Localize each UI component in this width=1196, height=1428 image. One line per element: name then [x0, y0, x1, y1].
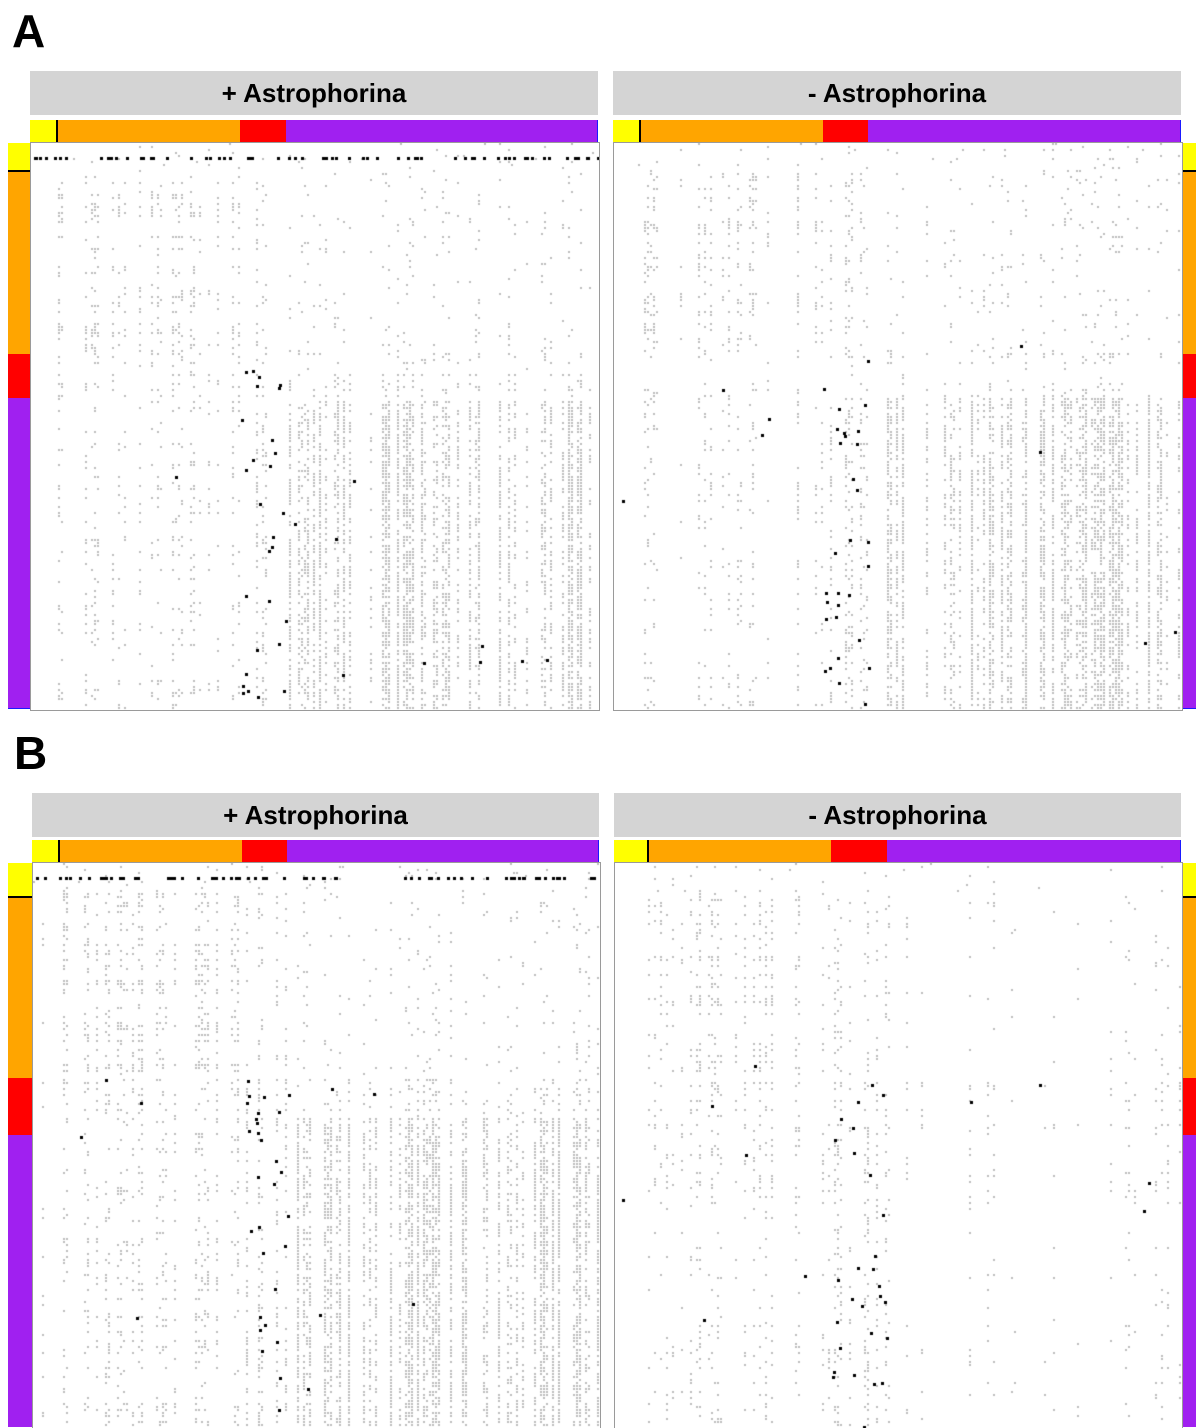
group-segment-purple	[8, 1135, 32, 1427]
group-segment-red	[823, 120, 868, 142]
group-segment-red	[1181, 354, 1196, 398]
group-segment-yellow	[613, 120, 639, 142]
group-segment-orange	[8, 898, 32, 1078]
group-segment-yellow	[32, 840, 58, 862]
group-segment-yellow	[614, 840, 647, 862]
group-strip-b-right	[1181, 863, 1196, 1427]
group-segment-red	[240, 120, 285, 142]
group-segment-blue	[597, 120, 598, 142]
group-segment-yellow	[1181, 143, 1196, 170]
group-strip-a-right	[1181, 143, 1196, 709]
group-strip-a-plus-top	[30, 120, 598, 142]
group-segment-orange	[641, 120, 823, 142]
group-segment-orange	[649, 840, 830, 862]
group-segment-orange	[1181, 898, 1196, 1078]
plot-title-a-plus: + Astrophorina	[30, 71, 598, 115]
group-segment-red	[8, 1078, 32, 1134]
plot-title-b-minus: - Astrophorina	[614, 793, 1181, 837]
group-segment-orange	[8, 172, 30, 353]
group-segment-purple	[286, 120, 597, 142]
group-segment-purple	[1181, 1135, 1196, 1427]
group-segment-purple	[8, 398, 30, 708]
group-strip-b-plus-top	[32, 840, 599, 862]
group-segment-purple	[868, 120, 1180, 142]
group-strip-b-left	[8, 863, 32, 1427]
panel-letter-a: A	[12, 8, 45, 54]
group-segment-blue	[8, 708, 30, 709]
plot-title-a-minus: - Astrophorina	[613, 71, 1181, 115]
panel-letter-b: B	[14, 730, 47, 776]
group-segment-blue	[1180, 840, 1181, 862]
group-segment-orange	[1181, 172, 1196, 353]
plot-title-b-plus: + Astrophorina	[32, 793, 599, 837]
group-segment-blue	[1181, 708, 1196, 709]
group-strip-a-left	[8, 143, 30, 709]
adjacency-matrix-a-plus	[30, 142, 600, 711]
group-segment-orange	[60, 840, 241, 862]
group-strip-a-minus-top	[613, 120, 1181, 142]
group-segment-red	[831, 840, 888, 862]
group-segment-blue	[598, 840, 599, 862]
group-segment-red	[1181, 1078, 1196, 1134]
adjacency-matrix-b-plus	[32, 862, 601, 1428]
group-segment-yellow	[8, 143, 30, 170]
group-segment-blue	[1180, 120, 1181, 142]
group-segment-purple	[887, 840, 1180, 862]
group-segment-yellow	[30, 120, 56, 142]
group-segment-red	[242, 840, 287, 862]
group-segment-yellow	[8, 863, 32, 896]
group-segment-purple	[287, 840, 598, 862]
adjacency-matrix-a-minus	[613, 142, 1183, 711]
group-segment-red	[8, 354, 30, 398]
group-segment-yellow	[1181, 863, 1196, 896]
adjacency-matrix-b-minus	[614, 862, 1183, 1428]
group-segment-purple	[1181, 398, 1196, 708]
group-strip-b-minus-top	[614, 840, 1181, 862]
group-segment-orange	[58, 120, 240, 142]
